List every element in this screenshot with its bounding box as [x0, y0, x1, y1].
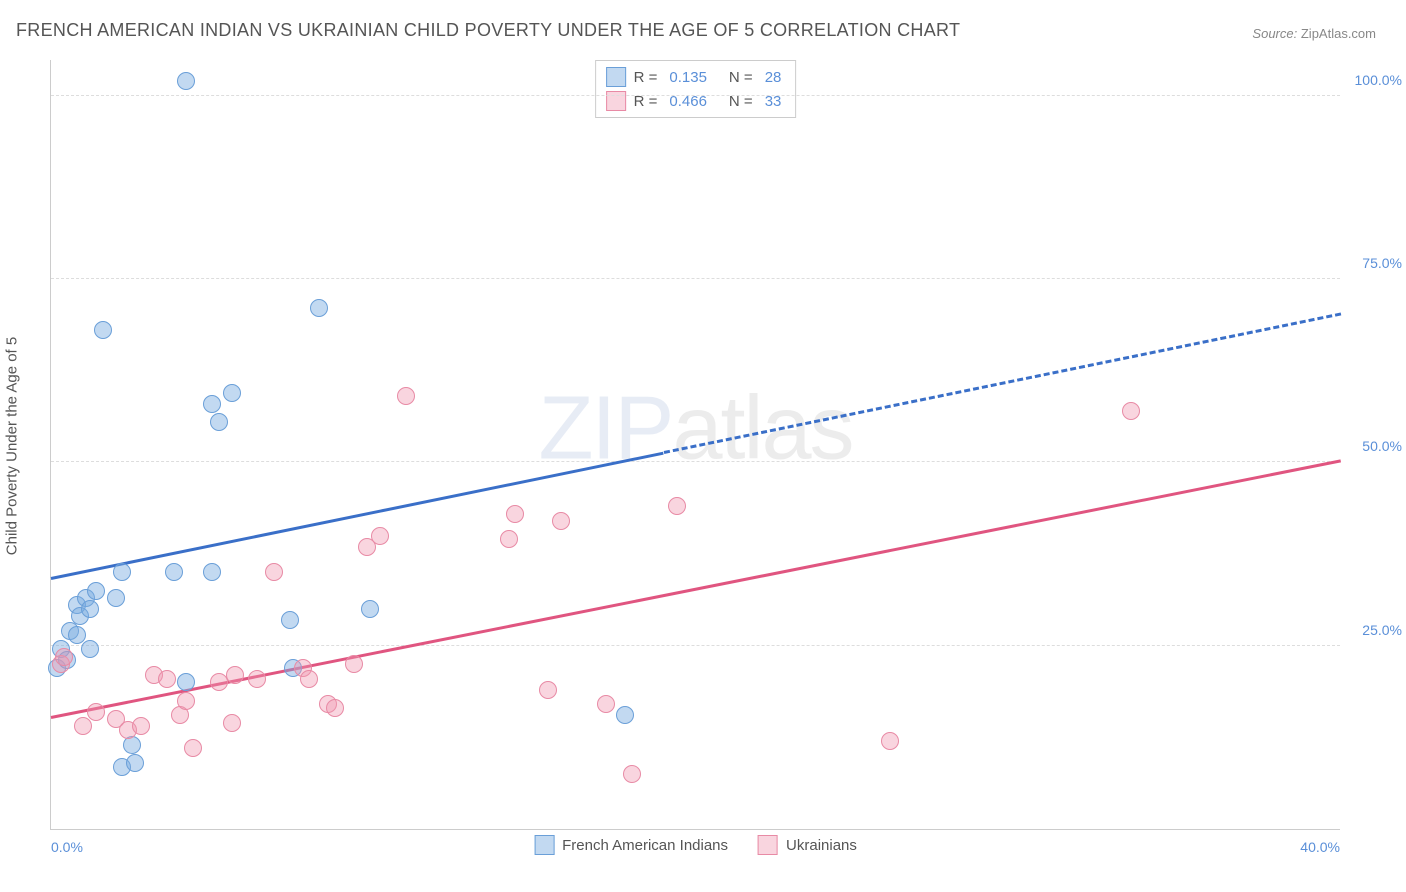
legend-series-item: French American Indians — [534, 835, 728, 855]
data-point — [158, 670, 176, 688]
data-point — [107, 589, 125, 607]
data-point — [397, 387, 415, 405]
source-label: Source: — [1252, 26, 1297, 41]
y-tick-label: 100.0% — [1347, 72, 1402, 88]
data-point — [87, 582, 105, 600]
data-point — [203, 395, 221, 413]
data-point — [281, 611, 299, 629]
data-point — [881, 732, 899, 750]
data-point — [326, 699, 344, 717]
data-point — [55, 648, 73, 666]
watermark: ZIPatlas — [538, 378, 852, 481]
legend-swatch — [758, 835, 778, 855]
legend-series-label: French American Indians — [562, 837, 728, 854]
data-point — [506, 505, 524, 523]
legend-swatch — [606, 67, 626, 87]
data-point — [203, 563, 221, 581]
data-point — [126, 754, 144, 772]
legend-r-value: 0.135 — [669, 69, 707, 86]
legend-series-item: Ukrainians — [758, 835, 857, 855]
data-point — [552, 512, 570, 530]
y-tick-label: 25.0% — [1347, 622, 1402, 638]
data-point — [345, 655, 363, 673]
data-point — [184, 739, 202, 757]
x-tick-label: 40.0% — [1300, 839, 1340, 855]
trend-line — [51, 459, 1342, 719]
data-point — [68, 626, 86, 644]
y-tick-label: 75.0% — [1347, 255, 1402, 271]
legend-series-label: Ukrainians — [786, 837, 857, 854]
data-point — [1122, 402, 1140, 420]
data-point — [210, 413, 228, 431]
data-point — [248, 670, 266, 688]
data-point — [177, 692, 195, 710]
data-point — [371, 527, 389, 545]
data-point — [265, 563, 283, 581]
source-attribution: Source: ZipAtlas.com — [1252, 26, 1376, 41]
legend-n-label: N = — [729, 69, 753, 86]
gridline — [51, 645, 1340, 646]
x-tick-label: 0.0% — [51, 839, 83, 855]
trend-line — [51, 451, 664, 579]
chart-title: FRENCH AMERICAN INDIAN VS UKRAINIAN CHIL… — [16, 20, 960, 41]
data-point — [597, 695, 615, 713]
data-point — [310, 299, 328, 317]
data-point — [81, 640, 99, 658]
y-axis-label: Child Poverty Under the Age of 5 — [4, 337, 21, 555]
legend-row: R = 0.135 N = 28 — [606, 65, 786, 89]
data-point — [74, 717, 92, 735]
watermark-thin: atlas — [672, 379, 852, 479]
data-point — [500, 530, 518, 548]
data-point — [226, 666, 244, 684]
correlation-legend: R = 0.135 N = 28 R =0.466N =33 — [595, 60, 797, 118]
y-tick-label: 50.0% — [1347, 438, 1402, 454]
gridline — [51, 278, 1340, 279]
data-point — [616, 706, 634, 724]
legend-n-value: 28 — [765, 69, 782, 86]
data-point — [113, 563, 131, 581]
legend-swatch — [534, 835, 554, 855]
data-point — [87, 703, 105, 721]
data-point — [623, 765, 641, 783]
scatter-plot-area: ZIPatlas R =0.135N =28R =0.466N =33 Fren… — [50, 60, 1340, 830]
data-point — [361, 600, 379, 618]
data-point — [668, 497, 686, 515]
legend-row: R =0.466N =33 — [606, 89, 786, 113]
source-value: ZipAtlas.com — [1301, 26, 1376, 41]
data-point — [223, 714, 241, 732]
gridline — [51, 95, 1340, 96]
data-point — [539, 681, 557, 699]
series-legend: French American Indians Ukrainians — [534, 835, 857, 855]
trend-line — [663, 313, 1341, 455]
gridline — [51, 461, 1340, 462]
data-point — [165, 563, 183, 581]
data-point — [132, 717, 150, 735]
data-point — [223, 384, 241, 402]
data-point — [94, 321, 112, 339]
data-point — [177, 673, 195, 691]
data-point — [177, 72, 195, 90]
legend-r-label: R = — [634, 69, 658, 86]
data-point — [81, 600, 99, 618]
data-point — [300, 670, 318, 688]
